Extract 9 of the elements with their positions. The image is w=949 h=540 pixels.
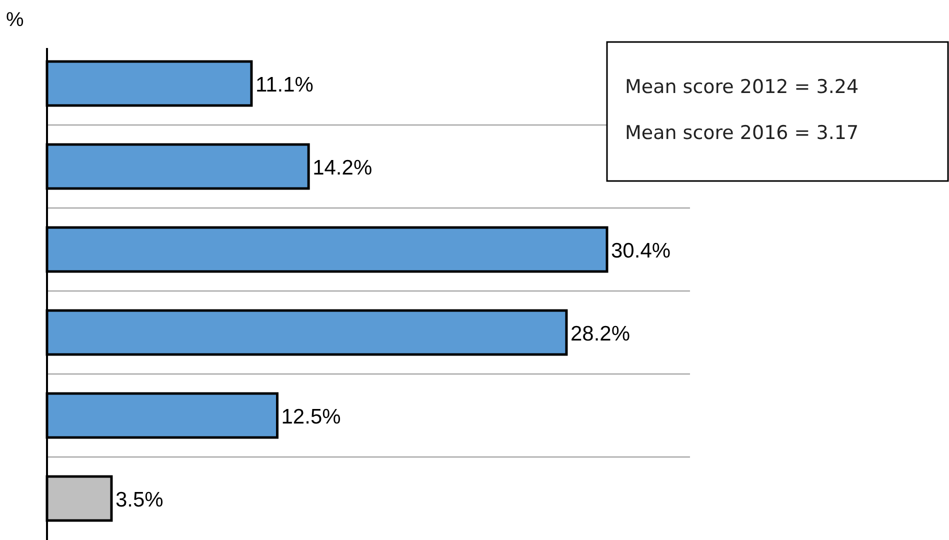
data-label: 14.2% (312, 156, 372, 180)
text: Mean score 2012 = 3.24 (625, 76, 859, 98)
data-label: 28.2% (570, 322, 630, 346)
text: Mean score 2016 = 3.17 (625, 122, 859, 144)
data-label: 11.1% (255, 74, 314, 96)
data-label: 3.5% (115, 488, 164, 512)
data-label: 30.4% (611, 240, 671, 262)
chart-title: % (6, 9, 24, 31)
data-label: 12.5% (281, 406, 341, 428)
